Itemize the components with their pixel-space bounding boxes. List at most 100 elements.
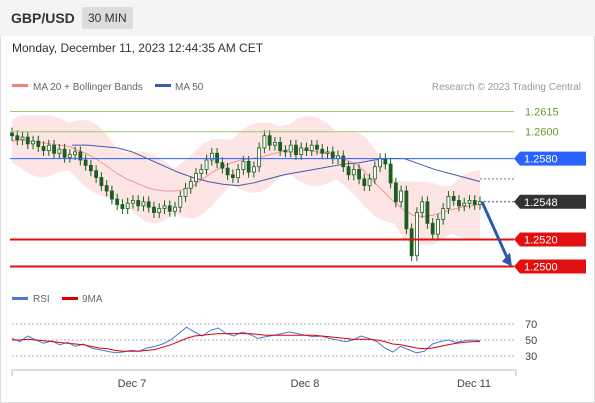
candle-body xyxy=(57,148,62,154)
price-levels: 1.2615 1.2600 1.2580 1.2548 1.2520 1.2500 xyxy=(10,106,586,274)
chart-header: GBP/USD 30 MIN xyxy=(0,0,595,36)
candle-body xyxy=(441,208,446,220)
candle-body xyxy=(262,135,267,149)
candle-body xyxy=(146,201,151,208)
candle-body xyxy=(462,202,467,207)
candle-body xyxy=(88,165,93,172)
timeframe-badge[interactable]: 30 MIN xyxy=(82,7,133,29)
candle-body xyxy=(420,201,425,213)
candle-body xyxy=(414,212,419,257)
candle-body xyxy=(372,166,377,180)
candle-body xyxy=(152,206,156,213)
candle-body xyxy=(341,155,346,168)
candle-body xyxy=(294,144,298,156)
candle-body xyxy=(215,152,219,164)
candle-body xyxy=(430,222,435,235)
forecast-arrow-head xyxy=(502,252,512,267)
chart-datetime: Monday, December 11, 2023 12:44:35 AM CE… xyxy=(12,41,264,55)
price-level-label: 1.2615 xyxy=(525,106,559,118)
candle-body xyxy=(20,136,25,141)
candle-body xyxy=(78,151,83,161)
candle-body xyxy=(251,166,256,173)
candle-body xyxy=(409,228,414,257)
candle-body xyxy=(209,152,214,161)
price-level-label: 1.2548 xyxy=(524,197,558,209)
candle-body xyxy=(425,201,430,224)
candle-body xyxy=(283,150,288,153)
candle-body xyxy=(204,159,209,170)
candle-body xyxy=(10,132,14,137)
candle-body xyxy=(357,169,361,180)
candle-body xyxy=(325,151,330,154)
candle-body xyxy=(267,135,272,146)
price-level-label: 1.2500 xyxy=(524,262,558,274)
candle-body xyxy=(183,187,188,197)
price-level-tag xyxy=(514,194,586,209)
ma50-line xyxy=(72,144,481,187)
price-plot xyxy=(10,115,482,262)
rsi-tick-label: 30 xyxy=(525,351,537,363)
candle-body xyxy=(41,146,46,151)
candle-body xyxy=(225,167,230,176)
ma20-line xyxy=(11,139,481,218)
candle-body xyxy=(31,140,35,145)
price-level-tag xyxy=(514,232,586,247)
candle-body xyxy=(362,178,367,187)
candle-body xyxy=(94,170,99,178)
candle-body xyxy=(104,185,109,192)
candle-body xyxy=(246,160,251,173)
price-level-tag xyxy=(514,151,586,166)
rsi-legend-label: RSI xyxy=(33,294,50,305)
x-tick-label: Dec 8 xyxy=(291,378,320,390)
candle-body xyxy=(62,148,67,158)
candle-body xyxy=(472,200,477,205)
candle-body xyxy=(199,169,204,174)
rsi-ma-line xyxy=(12,333,480,352)
candle-body xyxy=(194,173,198,182)
candle-body xyxy=(309,144,314,151)
candle-body xyxy=(67,154,72,158)
ma50-legend-label: MA 50 xyxy=(175,82,204,93)
candle-body xyxy=(36,140,41,147)
candle-body xyxy=(399,190,404,203)
rsi-tick-label: 70 xyxy=(525,319,537,331)
candle-body xyxy=(136,200,141,207)
rsi-ma-legend-label: 9MA xyxy=(82,294,103,305)
candle-body xyxy=(457,200,461,207)
candle-body xyxy=(304,147,309,151)
candle-body xyxy=(162,205,167,209)
candle-body xyxy=(83,159,88,166)
price-level-tag xyxy=(514,259,586,274)
candle-body xyxy=(288,144,293,153)
candle-body xyxy=(451,196,456,201)
price-level-label: 1.2520 xyxy=(524,235,558,247)
rsi-plot: 70 50 30 xyxy=(11,319,537,363)
candle-body xyxy=(188,181,193,189)
candle-body xyxy=(167,205,172,212)
candle-body xyxy=(388,163,393,184)
x-tick-label: Dec 11 xyxy=(457,378,491,390)
candle-body xyxy=(404,190,409,230)
candle-body xyxy=(393,182,398,203)
candle-body xyxy=(273,142,277,146)
candle-body xyxy=(378,158,382,168)
rsi-ma-legend-swatch xyxy=(62,297,78,300)
candle-body xyxy=(467,200,472,204)
candle-body xyxy=(25,136,30,145)
candle-body xyxy=(346,166,351,176)
candle-body xyxy=(157,208,162,213)
price-level-label: 1.2600 xyxy=(525,127,559,139)
candle-body xyxy=(99,177,104,187)
candle-body xyxy=(257,147,262,168)
candle-body xyxy=(178,196,183,208)
candle-body xyxy=(52,144,56,154)
candle-body xyxy=(73,151,78,156)
candle-body xyxy=(236,169,241,178)
x-tick-label: Dec 7 xyxy=(118,378,147,390)
ma50-legend-swatch xyxy=(155,84,171,87)
rsi-legend-swatch xyxy=(12,297,28,300)
candle-body xyxy=(120,204,125,209)
candle-body xyxy=(367,178,372,187)
